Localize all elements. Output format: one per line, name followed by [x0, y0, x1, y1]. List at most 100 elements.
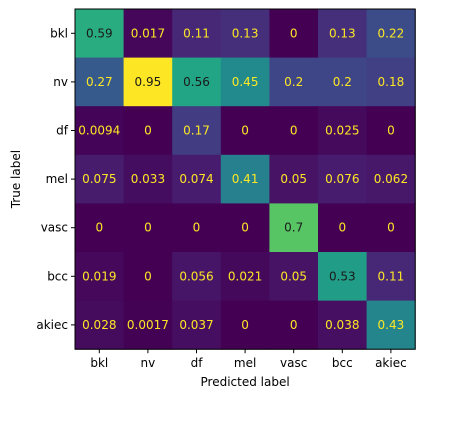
cell-value-label-bkl-df: 0.11 — [183, 26, 210, 40]
cell-value-labels: 0.59 0.017 0.11 0.13 0 0.13 0.22 0.27 0.95 0.56 0.… — [78, 26, 408, 332]
heatmap-cell-akiec-mel — [220, 300, 270, 350]
y-tick-label-df: df — [56, 124, 69, 138]
cell-value-label-bcc-mel: 0.021 — [228, 269, 262, 283]
heatmap-cell-mel-nv — [123, 154, 173, 204]
cell-value-label-mel-bkl: 0.075 — [82, 172, 116, 186]
cell-value-label-vasc-vasc: 0.7 — [284, 221, 303, 235]
cell-value-label-df-vasc: 0 — [290, 124, 298, 138]
heatmap-cell-df-mel — [220, 106, 270, 156]
heatmap-cell-df-df — [172, 106, 222, 156]
heatmap-cell-bcc-akiec — [366, 252, 416, 302]
heatmap-cell-bcc-df — [172, 252, 222, 302]
heatmap-cell-df-bkl — [75, 106, 125, 156]
heatmap-cell-mel-akiec — [366, 154, 416, 204]
heatmap-cell-vasc-bcc — [318, 203, 368, 253]
cell-value-label-vasc-akiec: 0 — [387, 221, 395, 235]
cell-value-label-bcc-df: 0.056 — [179, 269, 213, 283]
cell-value-label-bcc-bcc: 0.53 — [329, 269, 356, 283]
cell-value-label-akiec-df: 0.037 — [179, 318, 213, 332]
cell-value-label-nv-bkl: 0.27 — [86, 75, 113, 89]
cell-value-label-df-mel: 0 — [241, 124, 249, 138]
y-tick-label-bkl: bkl — [50, 26, 68, 40]
heatmap-cell-vasc-df — [172, 203, 222, 253]
heatmap-cell-mel-bcc — [318, 154, 368, 204]
heatmap-cell-vasc-bkl — [75, 203, 125, 253]
cell-value-label-df-nv: 0 — [144, 124, 152, 138]
heatmap-cell-nv-bcc — [318, 57, 368, 107]
cell-value-label-bkl-nv: 0.017 — [131, 26, 165, 40]
cell-value-label-akiec-akiec: 0.43 — [378, 318, 405, 332]
heatmap-cell-bkl-bkl — [75, 9, 125, 59]
heatmap-cell-bcc-bkl — [75, 252, 125, 302]
cell-value-label-akiec-vasc: 0 — [290, 318, 298, 332]
heatmap-cell-nv-mel — [220, 57, 270, 107]
heatmap-cell-bcc-bcc — [318, 252, 368, 302]
heatmap-cells — [75, 9, 416, 350]
cell-value-label-nv-mel: 0.45 — [232, 75, 259, 89]
cell-value-label-mel-bcc: 0.076 — [325, 172, 359, 186]
y-tick-label-nv: nv — [53, 75, 68, 89]
cell-value-label-vasc-bcc: 0 — [338, 221, 346, 235]
heatmap-cell-df-vasc — [269, 106, 319, 156]
heatmap-cell-df-bcc — [318, 106, 368, 156]
cell-value-label-df-bcc: 0.025 — [325, 124, 359, 138]
cell-value-label-vasc-df: 0 — [193, 221, 201, 235]
x-tick-label-bcc: bcc — [332, 356, 353, 370]
heatmap-cell-nv-df — [172, 57, 222, 107]
cell-value-label-nv-akiec: 0.18 — [378, 75, 405, 89]
heatmap-cell-bcc-mel — [220, 252, 270, 302]
cell-value-label-df-akiec: 0 — [387, 124, 395, 138]
heatmap-cell-mel-df — [172, 154, 222, 204]
cell-value-label-mel-akiec: 0.062 — [374, 172, 408, 186]
heatmap-cell-vasc-nv — [123, 203, 173, 253]
heatmap-cell-bkl-akiec — [366, 9, 416, 59]
heatmap-cell-akiec-df — [172, 300, 222, 350]
cell-value-label-bkl-bcc: 0.13 — [329, 26, 356, 40]
heatmap-cell-bkl-nv — [123, 9, 173, 59]
y-tick-label-bcc: bcc — [47, 269, 68, 283]
y-tick-label-mel: mel — [46, 172, 68, 186]
cell-value-label-bcc-bkl: 0.019 — [82, 269, 116, 283]
cell-value-label-akiec-bcc: 0.038 — [325, 318, 359, 332]
heatmap-cell-nv-bkl — [75, 57, 125, 107]
heatmap-cell-vasc-akiec — [366, 203, 416, 253]
heatmap-cell-df-nv — [123, 106, 173, 156]
cell-value-label-mel-nv: 0.033 — [131, 172, 165, 186]
cell-value-label-df-df: 0.17 — [183, 124, 210, 138]
cell-value-label-vasc-bkl: 0 — [95, 221, 103, 235]
x-axis-label: Predicted label — [201, 375, 290, 389]
cell-value-label-bkl-bkl: 0.59 — [86, 26, 113, 40]
y-axis-label: True label — [9, 150, 23, 209]
x-tick-label-df: df — [191, 356, 204, 370]
cell-value-label-bcc-akiec: 0.11 — [378, 269, 405, 283]
cell-value-label-nv-bcc: 0.2 — [333, 75, 352, 89]
heatmap-cell-akiec-bkl — [75, 300, 125, 350]
cell-value-label-df-bkl: 0.0094 — [78, 124, 120, 138]
heatmap-cell-bkl-bcc — [318, 9, 368, 59]
x-tick-label-nv: nv — [141, 356, 156, 370]
cell-value-label-nv-vasc: 0.2 — [284, 75, 303, 89]
x-tick-label-mel: mel — [234, 356, 256, 370]
cell-value-label-bcc-vasc: 0.05 — [280, 269, 307, 283]
cell-value-label-vasc-nv: 0 — [144, 221, 152, 235]
cell-value-label-nv-nv: 0.95 — [135, 75, 162, 89]
heatmap-cell-bkl-mel — [220, 9, 270, 59]
cell-value-label-bkl-akiec: 0.22 — [378, 26, 405, 40]
cell-value-label-akiec-mel: 0 — [241, 318, 249, 332]
y-axis-ticks: bkl nv df mel vasc bcc akiec — [36, 26, 75, 332]
cell-value-label-akiec-nv: 0.0017 — [127, 318, 169, 332]
heatmap-cell-akiec-nv — [123, 300, 173, 350]
x-tick-label-akiec: akiec — [375, 356, 407, 370]
heatmap-cell-nv-akiec — [366, 57, 416, 107]
heatmap-cell-vasc-mel — [220, 203, 270, 253]
y-tick-label-vasc: vasc — [41, 221, 68, 235]
heatmap-cell-bkl-vasc — [269, 9, 319, 59]
cell-value-label-bcc-nv: 0 — [144, 269, 152, 283]
cell-value-label-nv-df: 0.56 — [183, 75, 210, 89]
x-tick-label-vasc: vasc — [280, 356, 307, 370]
heatmap-cell-bkl-df — [172, 9, 222, 59]
heatmap-cell-bcc-nv — [123, 252, 173, 302]
heatmap-cell-vasc-vasc — [269, 203, 319, 253]
heatmap-cell-nv-nv — [123, 57, 173, 107]
